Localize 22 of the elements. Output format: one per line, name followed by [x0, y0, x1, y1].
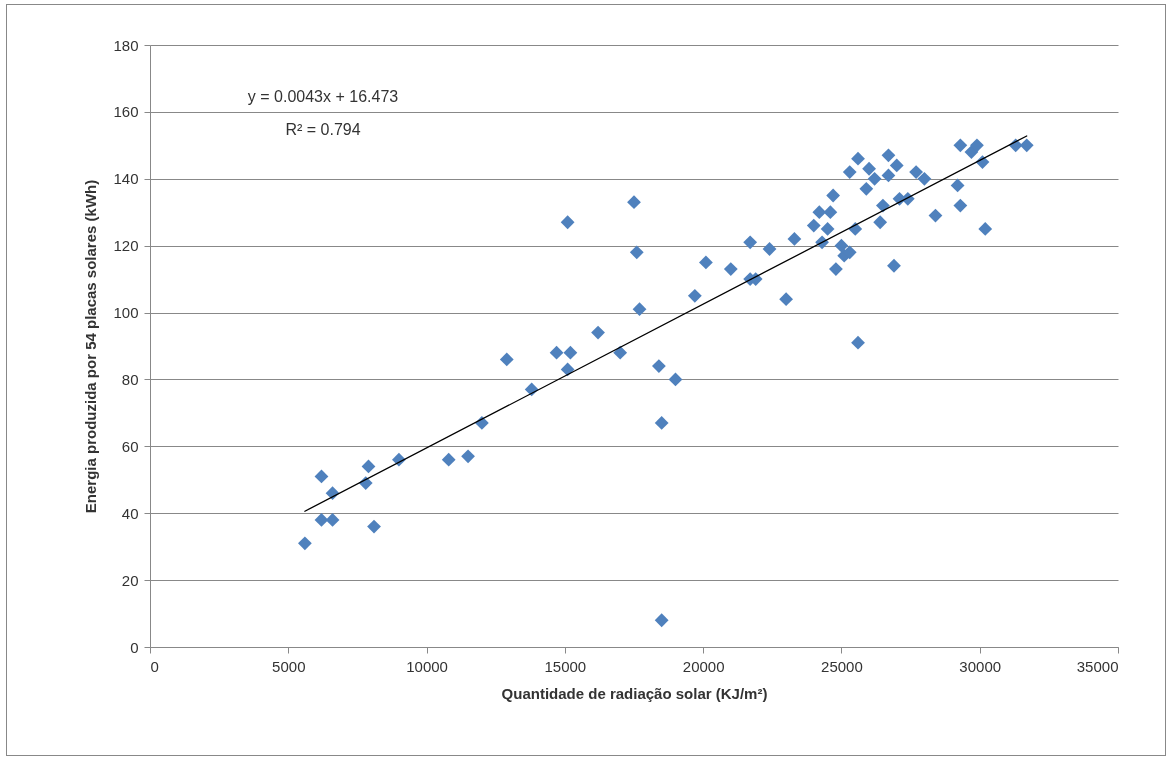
- y-tick-label: 160: [113, 103, 139, 121]
- x-tick-label: 10000: [406, 657, 448, 675]
- y-tick-label: 40: [121, 504, 139, 522]
- annotation: y = 0.0043x + 16.473: [247, 88, 399, 105]
- y-tick-label: 20: [121, 571, 139, 589]
- annotation: R² = 0.794: [285, 121, 361, 138]
- y-tick-label: 60: [121, 437, 139, 455]
- y-axis-title: Energia produzida por 54 placas solares (kWh): [82, 179, 100, 514]
- x-axis-title: Quantidade de radiação solar (KJ/m²): [501, 684, 768, 702]
- x-tick-label: 5000: [272, 657, 306, 675]
- x-tick-label: 25000: [821, 657, 863, 675]
- x-tick-label: 30000: [959, 657, 1002, 675]
- x-tick-label: 35000: [1076, 657, 1119, 675]
- x-tick-label: 15000: [544, 657, 587, 675]
- x-tick-label: 0: [150, 657, 159, 675]
- x-tick-label: 20000: [682, 657, 725, 675]
- y-tick-label: 0: [130, 638, 139, 656]
- y-tick-label: 180: [113, 36, 139, 54]
- y-tick-label: 140: [113, 170, 139, 188]
- y-tick-label: 100: [113, 304, 139, 322]
- y-tick-label: 80: [121, 370, 139, 388]
- y-tick-label: 120: [113, 237, 139, 255]
